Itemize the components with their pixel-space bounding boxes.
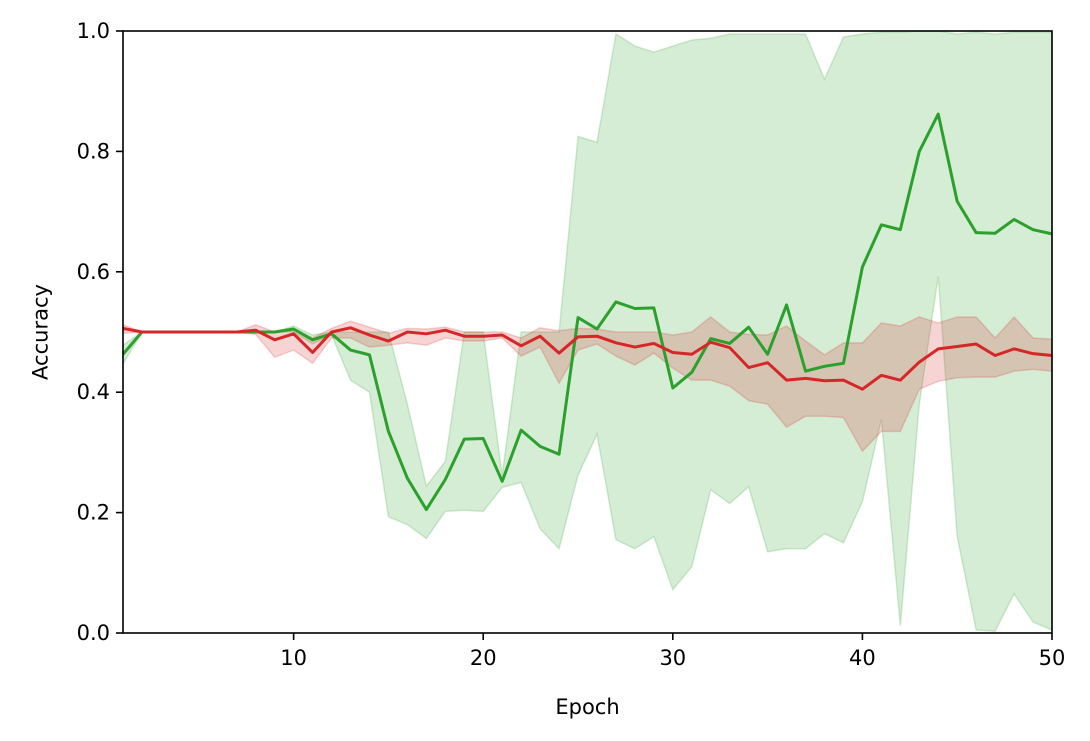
y-tick-label: 0.0 [77,621,110,645]
y-tick-label: 1.0 [77,19,110,43]
y-tick-label: 0.2 [77,501,110,525]
y-tick-label: 0.6 [77,260,110,284]
y-tick-label: 0.4 [77,380,110,404]
confidence-bands [122,30,1053,632]
y-axis: 0.0 0.2 0.4 0.6 0.8 1.0 [77,19,123,645]
x-tick-label: 40 [849,646,876,670]
x-tick-label: 10 [280,646,307,670]
y-axis-label: Accuracy [28,284,52,380]
y-tick-label: 0.8 [77,139,110,163]
series-1-line [122,326,1053,391]
x-axis: 10 20 30 40 50 [280,633,1065,670]
x-tick-label: 30 [659,646,686,670]
x-tick-label: 20 [470,646,497,670]
x-axis-label: Epoch [555,695,619,719]
x-tick-label: 50 [1039,646,1066,670]
series-lines [121,112,1053,512]
plot-frame [122,30,1053,634]
series-0-line [121,112,1053,512]
